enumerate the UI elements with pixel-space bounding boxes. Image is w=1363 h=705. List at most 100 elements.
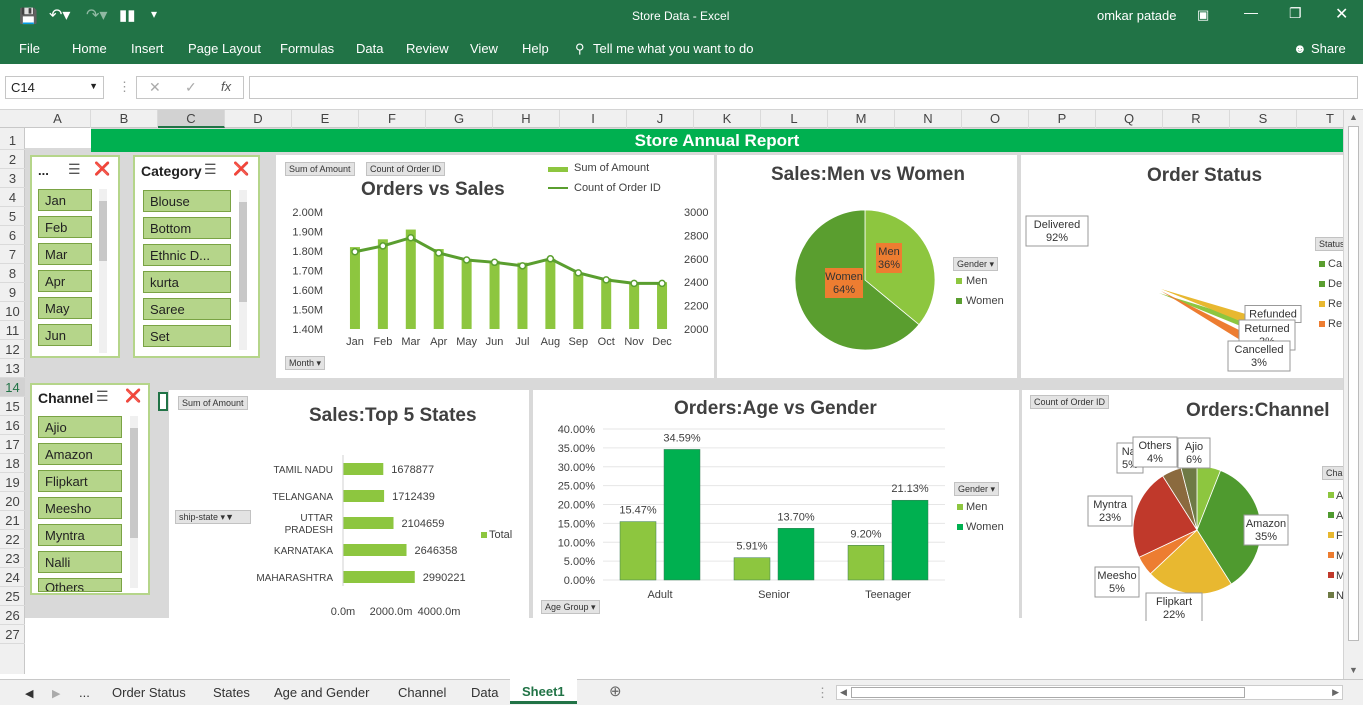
orders-channel-chart[interactable]: Count of Order ID Orders:Channel Ajio 6% A… (1022, 390, 1347, 621)
row-header[interactable]: 14 (0, 378, 25, 397)
restore-icon[interactable]: ❐ (1289, 5, 1302, 21)
tab-review[interactable]: Review (406, 41, 449, 56)
sheet-tab[interactable]: Age and Gender (274, 685, 370, 700)
scroll-thumb[interactable] (1348, 126, 1359, 641)
tab-view[interactable]: View (470, 41, 498, 56)
column-header[interactable]: C (158, 110, 225, 128)
slicer-item[interactable]: Ajio (38, 416, 122, 438)
month-axis-button[interactable]: Month ▾ (285, 356, 326, 370)
slicer-scrollbar[interactable] (239, 190, 247, 350)
field-button[interactable]: Count of Order ID (1030, 395, 1110, 409)
category-slicer[interactable]: Category ☰ ❌ Blouse Bottom Ethnic D... k… (133, 155, 260, 358)
slicer-item[interactable]: Feb (38, 216, 92, 238)
column-header[interactable]: K (694, 110, 761, 128)
status-legend-button[interactable]: Status (1315, 237, 1349, 251)
multi-select-icon[interactable]: ☰ (68, 161, 81, 177)
tell-me-search[interactable]: Tell me what you want to do (593, 41, 754, 56)
redo-icon[interactable]: ↷▾ (86, 7, 108, 24)
ribbon-display-icon[interactable]: ▣ (1197, 7, 1210, 22)
more-sheets[interactable]: ... (79, 685, 90, 700)
slicer-scrollbar[interactable] (99, 189, 107, 353)
column-header[interactable]: O (962, 110, 1029, 128)
row-header[interactable]: 8 (0, 264, 25, 283)
row-header[interactable]: 12 (0, 340, 25, 359)
slicer-item[interactable]: Myntra (38, 524, 122, 546)
tab-file[interactable]: File (19, 41, 40, 56)
worksheet-grid[interactable]: Store Annual Report ... ☰ ❌ Jan Feb Mar … (25, 128, 1349, 674)
row-header[interactable]: 27 (0, 625, 25, 644)
slicer-item[interactable]: Amazon (38, 443, 122, 465)
column-header[interactable]: J (627, 110, 694, 128)
tab-insert[interactable]: Insert (131, 41, 164, 56)
name-box[interactable]: C14 ▼ (5, 76, 104, 99)
tab-help[interactable]: Help (522, 41, 549, 56)
selected-cell[interactable] (158, 392, 168, 411)
column-header[interactable]: I (560, 110, 627, 128)
row-header[interactable]: 7 (0, 245, 25, 264)
customize-toolbar-icon[interactable]: ▾ (151, 7, 158, 21)
slicer-item[interactable]: Meesho (38, 497, 122, 519)
row-header[interactable]: 11 (0, 321, 25, 340)
column-header[interactable]: N (895, 110, 962, 128)
slicer-item[interactable]: Blouse (143, 190, 231, 212)
column-header[interactable]: F (359, 110, 426, 128)
multi-select-icon[interactable]: ☰ (204, 161, 217, 177)
row-header[interactable]: 19 (0, 473, 25, 492)
slicer-item[interactable]: Others (38, 578, 122, 592)
tab-formulas[interactable]: Formulas (280, 41, 335, 56)
cancel-icon[interactable]: ✕ (149, 79, 161, 95)
tab-data[interactable]: Data (356, 41, 384, 56)
minimize-icon[interactable]: — (1244, 4, 1258, 20)
close-icon[interactable]: ✕ (1335, 6, 1349, 23)
field-button[interactable]: Count of Order ID (366, 162, 446, 176)
row-header[interactable]: 6 (0, 226, 25, 245)
slicer-scrollbar[interactable] (130, 416, 138, 588)
row-header[interactable]: 13 (0, 359, 25, 378)
ship-state-filter-button[interactable]: ship-state ▾▼ (175, 510, 251, 524)
channel-slicer[interactable]: Channel ☰ ❌ Ajio Amazon Flipkart Meesho … (30, 383, 150, 595)
slicer-item[interactable]: Mar (38, 243, 92, 265)
row-header[interactable]: 1 (0, 131, 25, 150)
clear-filter-icon[interactable]: ❌ (94, 161, 111, 176)
scroll-thumb[interactable] (851, 687, 1245, 698)
sheet-tab[interactable]: Data (471, 685, 499, 700)
column-header[interactable]: E (292, 110, 359, 128)
row-header[interactable]: 5 (0, 207, 25, 226)
row-header[interactable]: 2 (0, 150, 25, 169)
slicer-item[interactable]: May (38, 297, 92, 319)
row-header[interactable]: 15 (0, 397, 25, 416)
horizontal-scrollbar[interactable]: ◀ ▶ (836, 685, 1343, 700)
slicer-item[interactable]: Saree (143, 298, 231, 320)
prev-sheet-icon[interactable]: ◀ (25, 688, 34, 700)
chart-icon[interactable]: ▮▮ (119, 7, 136, 24)
column-header[interactable]: G (426, 110, 493, 128)
column-header[interactable]: A (25, 110, 91, 128)
row-header[interactable]: 25 (0, 587, 25, 606)
month-slicer[interactable]: ... ☰ ❌ Jan Feb Mar Apr May Jun (30, 155, 120, 358)
user-name[interactable]: omkar patade (1097, 8, 1177, 23)
row-header[interactable]: 16 (0, 416, 25, 435)
column-header[interactable]: T (1297, 110, 1363, 128)
order-status-chart[interactable]: Order Status Delivered 92% Refunded Returne… (1021, 155, 1349, 378)
row-header[interactable]: 22 (0, 530, 25, 549)
sheet-tab[interactable]: States (213, 685, 250, 700)
column-header[interactable]: B (91, 110, 158, 128)
next-sheet-icon[interactable]: ▶ (52, 688, 61, 700)
column-header[interactable]: S (1230, 110, 1297, 128)
tab-split-icon[interactable]: ⋮ (816, 685, 829, 700)
men-vs-women-chart[interactable]: Sales:Men vs Women Men 36% Women 64% Gender… (717, 155, 1017, 378)
sheet-tab-active[interactable]: Sheet1 (510, 679, 577, 704)
vertical-scrollbar[interactable]: ▲ ▼ (1343, 110, 1363, 679)
undo-icon[interactable]: ↶▾ (49, 7, 71, 24)
slicer-item[interactable]: Apr (38, 270, 92, 292)
field-button[interactable]: Sum of Amount (285, 162, 355, 176)
insert-function-icon[interactable]: fx (221, 79, 232, 94)
column-header[interactable]: M (828, 110, 895, 128)
row-header[interactable]: 26 (0, 606, 25, 625)
row-header[interactable]: 3 (0, 169, 25, 188)
slicer-item[interactable]: Flipkart (38, 470, 122, 492)
column-header[interactable]: R (1163, 110, 1230, 128)
add-sheet-icon[interactable]: ⊕ (609, 683, 622, 700)
column-header[interactable]: P (1029, 110, 1096, 128)
orders-vs-sales-chart[interactable]: Sum of Amount Count of Order ID Orders v… (276, 155, 714, 378)
